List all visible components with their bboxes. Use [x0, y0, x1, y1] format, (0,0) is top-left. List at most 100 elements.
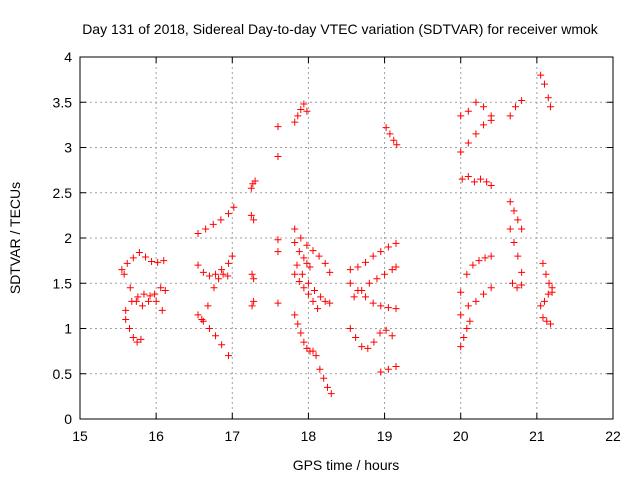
data-point-arc-28	[483, 178, 491, 186]
data-point-arc-35	[513, 284, 521, 292]
data-point-arc-1	[129, 254, 137, 262]
data-point-arc-27	[480, 121, 488, 129]
data-point-arc-5	[230, 203, 238, 211]
data-point-arc-19	[316, 365, 324, 373]
data-point-arc-7	[204, 302, 212, 310]
data-point-arc-18	[291, 311, 299, 319]
data-point-arc-25	[386, 130, 394, 138]
data-point-arc-1	[154, 258, 162, 266]
data-point-arc-28	[470, 178, 478, 186]
data-point-arc-16	[298, 270, 306, 278]
data-point-arc-5	[217, 216, 225, 224]
data-point-arc-2	[145, 297, 153, 305]
data-point-arc-21	[350, 293, 358, 301]
data-point-arc-33	[514, 216, 522, 224]
data-point-arc-23	[352, 334, 360, 342]
data-point-arc-21	[365, 279, 373, 287]
data-point-arc-16	[304, 279, 312, 287]
data-point-isolated	[274, 153, 282, 161]
y-tick-label: 0	[64, 411, 72, 427]
data-point-arc-20	[392, 239, 400, 247]
data-point-isolated	[274, 248, 282, 256]
data-point-arc-31	[460, 334, 468, 342]
data-point-arc-8	[224, 352, 232, 360]
data-point-arc-20	[354, 263, 362, 271]
data-point-arc-31	[463, 325, 471, 332]
data-point-arc-13	[294, 112, 302, 120]
data-point-arc-26	[480, 103, 488, 111]
data-point-arc-38	[544, 290, 552, 298]
data-point-arc-5	[224, 210, 232, 218]
data-point-arc-1	[160, 257, 168, 265]
data-point-arc-27	[472, 130, 480, 138]
data-point-arc-26	[457, 112, 465, 120]
data-point-arc-14	[321, 259, 329, 267]
data-point-arc-33	[510, 207, 518, 215]
data-point-arc-29	[481, 254, 489, 262]
data-point-arc-17	[300, 284, 308, 292]
data-point-arc-21	[392, 263, 400, 271]
data-point-arc-4	[122, 315, 130, 323]
data-point-arc-28	[458, 175, 466, 183]
data-point-arc-18	[300, 338, 308, 346]
data-point-arc-30	[480, 290, 488, 298]
y-tick-labels: 0 0.5 1 1.5 2 2.5 3 3.5 4	[53, 49, 73, 427]
data-point-arc-24	[384, 365, 392, 373]
data-point-arc-14	[315, 252, 323, 260]
data-point-arc-2	[151, 290, 159, 298]
data-point-arc-16	[311, 286, 319, 294]
data-point-arc-38	[537, 302, 545, 310]
data-point-arc-22	[377, 302, 385, 310]
data-point-arc-25	[382, 124, 390, 132]
data-point-arc-1	[123, 259, 131, 267]
data-point-arc-11	[248, 270, 256, 278]
data-point-arc-30	[487, 284, 495, 292]
data-point-arc-6	[224, 259, 232, 267]
data-point-arc-37	[545, 279, 553, 287]
data-point-arc-16	[293, 261, 301, 269]
data-point-arc-16	[321, 297, 329, 305]
data-point-arc-2	[126, 284, 134, 292]
data-point-arc-12	[250, 297, 258, 305]
data-point-arc-19	[323, 383, 331, 391]
data-point-arc-13	[303, 107, 311, 115]
data-point-arc-23	[346, 325, 354, 332]
y-tick-label: 2	[64, 230, 72, 246]
data-point-arc-29	[475, 257, 483, 265]
data-point-arc-27	[464, 139, 472, 147]
data-point-arc-8	[205, 325, 213, 332]
data-point-arc-3	[146, 292, 154, 300]
data-point-arc-34	[510, 239, 518, 247]
data-point-arc-3	[158, 306, 166, 314]
data-point-arc-3	[122, 306, 130, 314]
data-point-arc-17	[314, 305, 322, 313]
data-point-arc-13	[297, 105, 305, 113]
data-point-arc-15	[295, 248, 303, 256]
data-point-arc-14	[309, 247, 317, 255]
data-point-arc-22	[369, 299, 377, 307]
data-point-arc-4	[125, 325, 133, 332]
data-point-arc-28	[487, 182, 495, 190]
data-point-arc-38	[540, 297, 548, 305]
data-point-arc-7	[198, 315, 206, 323]
x-tick-label: 20	[453, 428, 469, 444]
data-point-arc-15	[291, 239, 299, 247]
data-point-arc-22	[362, 293, 370, 301]
data-point-arc-39	[543, 317, 551, 325]
data-points	[118, 71, 556, 398]
data-point-arc-15	[303, 259, 311, 267]
data-point-arc-9	[247, 184, 255, 192]
data-point-arc-3	[134, 293, 142, 301]
data-point-arc-16	[317, 293, 325, 301]
data-point-arc-22	[392, 305, 400, 313]
data-point-arc-23	[358, 343, 366, 351]
data-point-arc-7	[219, 270, 227, 278]
data-point-arc-36	[537, 71, 545, 79]
data-point-arc-28	[477, 175, 485, 183]
data-point-arc-6	[218, 266, 226, 274]
data-point-arc-7	[215, 275, 223, 283]
data-point-arc-29	[469, 261, 477, 269]
data-point-arc-5	[209, 220, 217, 228]
y-tick-label: 3	[64, 140, 72, 156]
x-tick-label: 17	[224, 428, 240, 444]
